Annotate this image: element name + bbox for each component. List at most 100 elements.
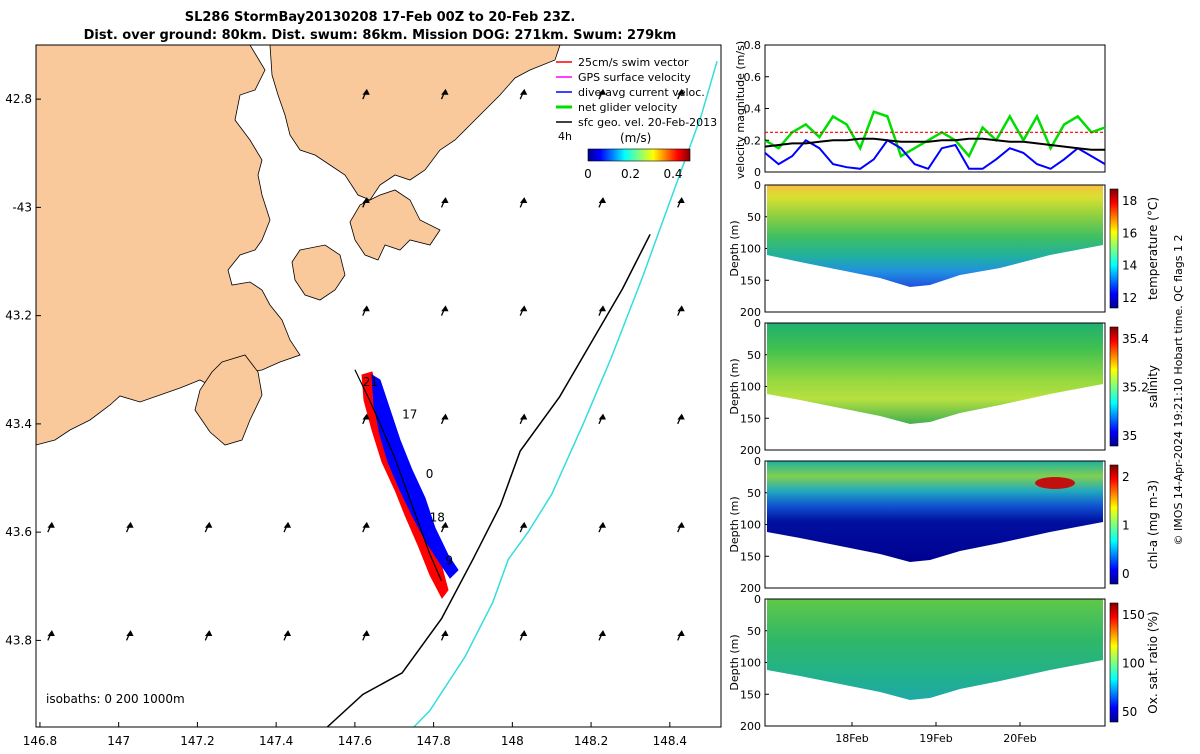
- current-arrowhead-19: [441, 630, 449, 637]
- velocity-y-tick-4: 0.8: [744, 39, 762, 52]
- current-arrowhead-1: [47, 630, 55, 637]
- map-land: [35, 44, 561, 446]
- current-arrowhead-34: [677, 305, 685, 312]
- legend-label-4: sfc geo. vel. 20-Feb-2013: [578, 116, 717, 129]
- map-x-tick-5: 147.8: [416, 734, 450, 748]
- day-label-2: 0: [426, 467, 434, 481]
- current-arrowhead-5: [204, 630, 213, 637]
- current-arrowhead-27: [598, 197, 607, 204]
- chla-maximum-patch: [1035, 477, 1075, 489]
- current-arrowhead-13: [362, 630, 370, 637]
- map-y-ticks: 42.8 -43 43.2 43.4 43.6 43.8: [5, 92, 41, 647]
- chart-subtitle: Dist. over ground: 80km. Dist. swum: 86k…: [84, 28, 677, 43]
- current-arrowhead-21: [519, 197, 528, 204]
- section-border-3: [764, 598, 1106, 727]
- section-border-0: [764, 184, 1106, 313]
- map-legend: 25cm/s swim vector GPS surface velocity di…: [556, 56, 717, 181]
- section-colorbar-1: [1109, 326, 1119, 447]
- current-arrowhead-36: [677, 521, 685, 528]
- map-panel: 21 17 0 18 9 146.8 147 147.2 147.4 147.6 147.8 148…: [5, 44, 722, 748]
- velocity-series-1: [764, 138, 1106, 170]
- current-arrowhead-30: [598, 521, 607, 528]
- map-x-tick-1: 147: [107, 734, 130, 748]
- map-x-tick-8: 148.4: [653, 734, 687, 748]
- map-x-tick-4: 147.6: [338, 734, 372, 748]
- section-y-tick-0-0: 0: [754, 179, 761, 192]
- chart-title: SL286 StormBay20130208 17-Feb 00Z to 20-…: [185, 10, 576, 25]
- velocity-y-tick-0: 0: [754, 166, 761, 179]
- land-north-peninsula: [269, 44, 561, 201]
- section-cbar-tick-0-3: 12: [1122, 291, 1137, 305]
- current-arrowhead-26: [598, 88, 607, 95]
- section-ylabel-3: Depth (m): [728, 634, 741, 690]
- glider-track: [354, 369, 459, 599]
- current-arrowhead-17: [441, 413, 449, 420]
- section-y-tick-0-4: 200: [740, 306, 761, 319]
- section-y-tick-3-4: 200: [740, 720, 761, 733]
- current-arrowhead-9: [362, 197, 370, 204]
- isobath-1000m: [413, 60, 718, 728]
- current-arrowhead-33: [677, 197, 685, 204]
- colorbar-tick-0: 0: [584, 167, 592, 181]
- current-arrowhead-23: [519, 413, 528, 420]
- section-ylabel-1: Depth (m): [728, 358, 741, 414]
- section-y-tick-2-3: 150: [740, 550, 761, 563]
- day-label-3: 18: [430, 510, 445, 524]
- legend-label-2: dive-avg current veloc.: [578, 86, 705, 99]
- section-cbar-tick-3-0: 150: [1122, 608, 1145, 622]
- isobath-200m: [326, 234, 651, 728]
- section-y-tick-2-2: 100: [740, 519, 761, 532]
- section-cbar-tick-0-1: 16: [1122, 226, 1137, 240]
- map-y-tick-3: 43.4: [5, 417, 32, 431]
- day-label-0: 21: [363, 375, 378, 389]
- current-vectors: [371, 374, 459, 579]
- land-island: [194, 354, 263, 446]
- current-arrowhead-3: [126, 630, 134, 637]
- section-y-tick-0-3: 150: [740, 274, 761, 287]
- current-arrowhead-11: [362, 413, 370, 420]
- current-arrowhead-0: [47, 521, 55, 528]
- current-arrowhead-35: [677, 413, 685, 420]
- current-arrowhead-20: [519, 88, 528, 95]
- current-arrowhead-2: [126, 521, 134, 528]
- section-y-tick-2-0: 0: [754, 455, 761, 468]
- section-ylabel-0: Depth (m): [728, 220, 741, 276]
- section-cbar-tick-3-2: 50: [1122, 705, 1137, 719]
- current-arrowhead-15: [441, 197, 449, 204]
- current-arrowhead-25: [519, 630, 528, 637]
- land-south-peninsula: [291, 244, 346, 301]
- map-x-tick-3: 147.4: [259, 734, 293, 748]
- current-arrowhead-29: [598, 413, 607, 420]
- velocity-series-3: [764, 137, 1105, 151]
- current-arrowhead-16: [441, 305, 449, 312]
- section-y-tick-3-2: 100: [740, 657, 761, 670]
- section-colorbar-label-1: salinity: [1146, 365, 1160, 408]
- section-cbar-tick-2-1: 1: [1122, 519, 1130, 533]
- section-y-tick-2-1: 50: [747, 487, 761, 500]
- section-y-tick-3-1: 50: [747, 625, 761, 638]
- velocity-y-tick-2: 0.4: [744, 103, 762, 116]
- velocity-series-0: [764, 110, 1106, 159]
- velocity-y-tick-1: 0.2: [744, 134, 762, 147]
- section-colorbar-label-3: Ox. sat. ratio (%): [1146, 611, 1160, 713]
- section-cbar-tick-3-1: 100: [1122, 657, 1145, 671]
- map-x-ticks: 146.8 147 147.2 147.4 147.6 147.8 148 148.2 148.…: [23, 722, 687, 748]
- current-arrowhead-4: [204, 521, 213, 528]
- isobaths-label: isobaths: 0 200 1000m: [46, 692, 185, 706]
- current-arrowhead-14: [441, 88, 449, 95]
- chla-section: [767, 461, 1103, 562]
- legend-label-3: net glider velocity: [578, 101, 678, 114]
- colorbar-tick-1: 0.2: [621, 167, 640, 181]
- current-arrows: [47, 88, 685, 641]
- section-y-tick-3-0: 0: [754, 593, 761, 606]
- section-border-2: [764, 460, 1106, 589]
- current-arrowhead-6: [283, 521, 292, 528]
- section-colorbar-2: [1109, 464, 1119, 585]
- current-arrowhead-28: [598, 305, 607, 312]
- velocity-y-tick-3: 0.6: [744, 71, 762, 84]
- legend-label-1: GPS surface velocity: [578, 71, 691, 84]
- velocity-ylabel: velocity magnitude (m/s): [734, 41, 747, 179]
- section-cbar-tick-0-0: 18: [1122, 194, 1137, 208]
- section-colorbar-3: [1109, 602, 1119, 723]
